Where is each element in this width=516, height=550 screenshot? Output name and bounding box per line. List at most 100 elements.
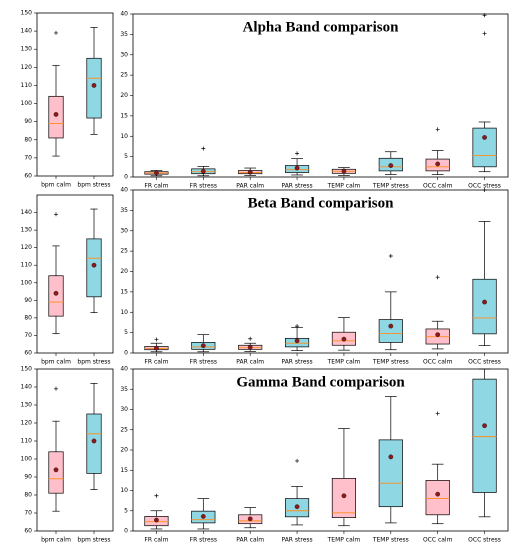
y-tick-label: 140 <box>21 28 33 35</box>
y-tick-label: 70 <box>24 154 32 161</box>
mean-marker <box>435 332 441 338</box>
x-tick-label: FR calm <box>144 359 168 366</box>
y-tick-label: 25 <box>120 248 128 255</box>
outlier <box>482 188 487 192</box>
x-tick-label: FR calm <box>144 537 168 544</box>
y-tick-label: 120 <box>21 420 33 427</box>
chart-title: Beta Band comparison <box>248 195 395 211</box>
x-tick-label: OCC stress <box>468 537 501 544</box>
y-tick-label: 60 <box>24 350 32 357</box>
mean-marker <box>53 467 59 473</box>
box <box>472 127 497 168</box>
y-tick-label: 130 <box>21 227 33 234</box>
y-tick-label: 0 <box>124 174 128 181</box>
x-tick-label: FR stress <box>190 359 217 366</box>
y-tick-label: 35 <box>120 207 128 214</box>
chart-title: Alpha Band comparison <box>243 19 400 35</box>
x-tick-label: OCC stress <box>468 183 501 190</box>
mean-marker <box>341 168 347 174</box>
box <box>86 413 102 474</box>
axes-frame <box>36 368 114 532</box>
x-tick-label: TEMP calm <box>327 537 361 544</box>
outlier <box>154 337 159 342</box>
mean-marker <box>388 454 394 460</box>
mean-marker <box>91 438 97 444</box>
outlier <box>295 151 300 156</box>
mean-marker <box>247 516 253 522</box>
y-tick-label: 35 <box>120 386 128 393</box>
x-tick-label: PAR stress <box>281 183 312 190</box>
outlier <box>54 30 58 35</box>
box <box>472 378 497 493</box>
y-tick-label: 10 <box>120 133 128 140</box>
mean-marker <box>482 423 487 429</box>
axes-frame <box>36 12 114 177</box>
y-tick-label: 15 <box>120 467 128 474</box>
y-tick-label: 15 <box>120 112 128 119</box>
mean-marker <box>247 344 253 350</box>
y-tick-label: 130 <box>21 402 33 409</box>
y-tick-label: 30 <box>120 227 128 234</box>
y-tick-label: 40 <box>120 11 128 18</box>
outlier <box>482 31 487 36</box>
y-tick-label: 110 <box>21 438 33 445</box>
box <box>86 238 102 298</box>
mean-marker <box>435 161 441 167</box>
mean-marker <box>388 163 394 168</box>
y-tick-label: 100 <box>21 456 33 463</box>
mean-marker <box>294 504 300 510</box>
y-tick-label: 20 <box>120 447 128 454</box>
x-tick-label: TEMP stress <box>372 183 409 190</box>
y-tick-label: 60 <box>24 173 32 180</box>
y-tick-label: 40 <box>120 187 128 194</box>
y-tick-label: 10 <box>120 487 128 494</box>
mean-marker <box>200 514 206 519</box>
box <box>425 480 450 516</box>
y-tick-label: 150 <box>21 366 33 373</box>
outlier <box>388 254 393 259</box>
mean-marker <box>294 338 300 344</box>
mean-marker <box>247 169 253 175</box>
y-tick-label: 90 <box>24 118 32 125</box>
x-tick-label: OCC calm <box>423 183 453 190</box>
mean-marker <box>91 262 97 268</box>
x-tick-label: FR calm <box>144 183 168 190</box>
x-tick-label: OCC stress <box>468 359 501 366</box>
outlier <box>295 458 300 463</box>
mean-marker <box>154 517 159 523</box>
mean-marker <box>200 168 206 174</box>
y-tick-label: 130 <box>21 46 33 53</box>
y-tick-label: 35 <box>120 31 128 38</box>
x-tick-label: bpm calm <box>41 182 71 189</box>
y-tick-label: 90 <box>24 474 32 481</box>
y-tick-label: 25 <box>120 426 128 433</box>
x-tick-label: TEMP calm <box>327 359 361 366</box>
x-tick-label: TEMP stress <box>372 537 409 544</box>
mean-marker <box>154 170 159 176</box>
mean-marker <box>341 493 347 499</box>
x-tick-label: TEMP stress <box>372 359 409 366</box>
y-tick-label: 20 <box>120 268 128 275</box>
x-tick-label: PAR stress <box>281 537 312 544</box>
x-tick-label: TEMP calm <box>327 183 361 190</box>
y-tick-label: 140 <box>21 209 33 216</box>
box <box>48 451 64 494</box>
y-tick-label: 5 <box>124 329 128 336</box>
x-tick-label: PAR calm <box>236 183 264 190</box>
mean-marker <box>482 135 487 140</box>
mean-marker <box>200 343 206 349</box>
mean-marker <box>341 336 347 342</box>
mean-marker <box>53 290 59 296</box>
y-tick-label: 40 <box>120 366 128 373</box>
y-tick-label: 15 <box>120 288 128 295</box>
y-tick-label: 70 <box>24 332 32 339</box>
outlier <box>435 127 440 132</box>
mean-marker <box>154 345 159 351</box>
chart-title: Gamma Band comparison <box>236 374 405 390</box>
x-tick-label: bpm stress <box>77 359 110 366</box>
y-tick-label: 110 <box>21 82 33 89</box>
y-tick-label: 30 <box>120 51 128 58</box>
y-tick-label: 20 <box>120 92 128 99</box>
y-tick-label: 30 <box>120 406 128 413</box>
x-tick-label: bpm calm <box>41 537 71 544</box>
